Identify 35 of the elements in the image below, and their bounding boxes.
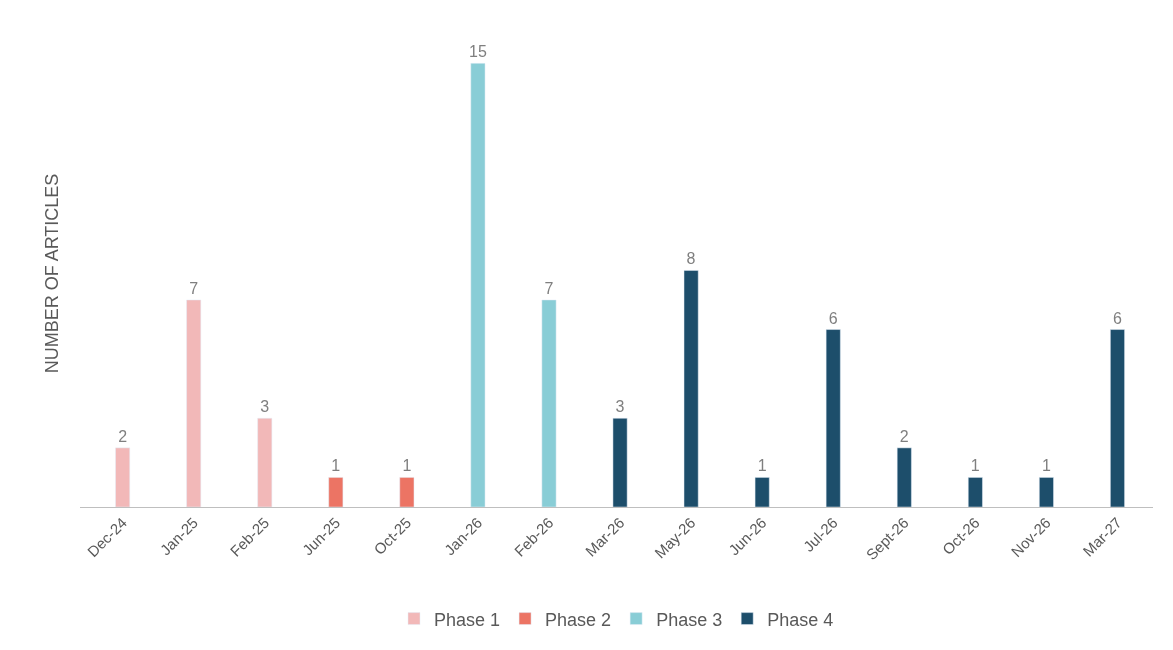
bar — [399, 477, 415, 507]
data-label: 8 — [686, 250, 696, 268]
bar — [257, 418, 273, 507]
data-label: 3 — [260, 398, 270, 416]
bar — [186, 299, 202, 507]
bar — [1110, 329, 1125, 507]
data-label: 3 — [615, 398, 625, 416]
legend-label: Phase 3 — [656, 609, 723, 630]
y-axis-title: NUMBER OF ARTICLES — [42, 173, 63, 374]
bar — [541, 299, 557, 507]
bar — [754, 477, 770, 507]
bar — [612, 418, 628, 507]
bar — [1039, 477, 1054, 507]
bar — [328, 477, 344, 507]
data-label: 1 — [1041, 457, 1051, 475]
bar — [968, 477, 983, 507]
legend-label: Phase 4 — [767, 609, 834, 630]
data-label: 1 — [970, 457, 980, 475]
data-label: 7 — [189, 279, 199, 297]
data-label: 15 — [468, 43, 487, 61]
bar — [470, 63, 486, 507]
data-label: 6 — [1112, 309, 1122, 327]
data-label: 2 — [118, 427, 128, 445]
data-label: 1 — [402, 457, 412, 475]
data-label: 1 — [757, 457, 767, 475]
data-label: 1 — [331, 457, 341, 475]
bar — [115, 447, 130, 507]
bar — [896, 447, 912, 507]
bar — [683, 270, 699, 507]
legend-label: Phase 1 — [434, 609, 501, 630]
data-label: 7 — [544, 279, 554, 297]
data-label: 2 — [899, 427, 909, 445]
bar — [825, 329, 841, 507]
legend-label: Phase 2 — [545, 609, 612, 630]
data-label: 6 — [828, 309, 838, 327]
